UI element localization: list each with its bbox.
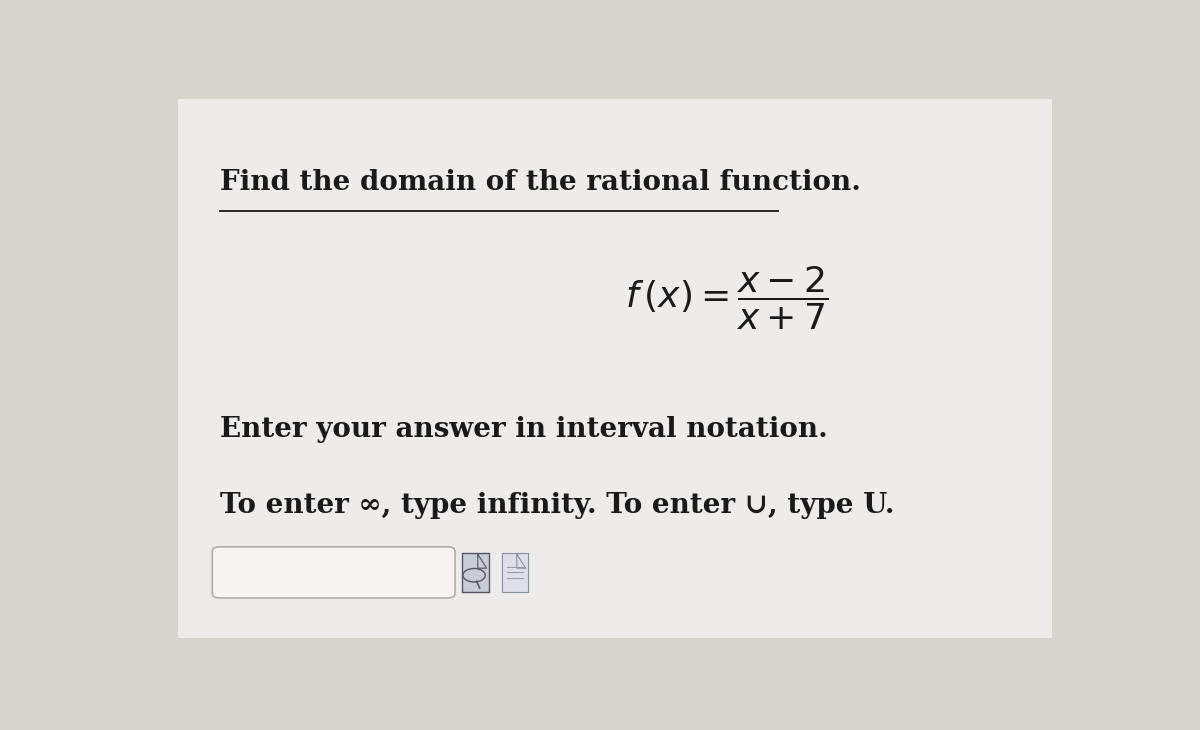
Text: Find the domain of the rational function.: Find the domain of the rational function… [220, 169, 860, 196]
FancyBboxPatch shape [212, 547, 455, 598]
Text: Enter your answer in interval notation.: Enter your answer in interval notation. [220, 416, 828, 443]
FancyBboxPatch shape [178, 99, 1052, 639]
FancyBboxPatch shape [462, 553, 488, 592]
Text: $f\,(x) = \dfrac{x-2}{x+7}$: $f\,(x) = \dfrac{x-2}{x+7}$ [625, 265, 828, 332]
FancyBboxPatch shape [502, 553, 528, 592]
Text: To enter ∞, type infinity. To enter ∪, type U.: To enter ∞, type infinity. To enter ∪, t… [220, 492, 894, 519]
